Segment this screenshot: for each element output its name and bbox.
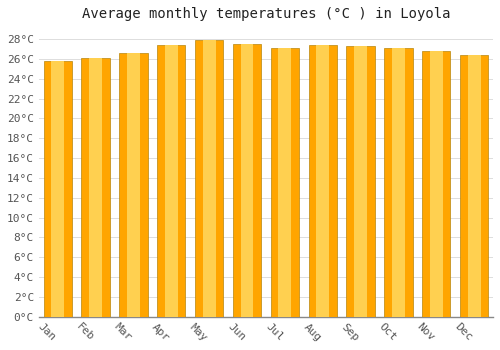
Bar: [392, 48, 405, 317]
Bar: [354, 46, 367, 317]
Bar: [44, 61, 72, 317]
Bar: [89, 58, 102, 317]
Bar: [240, 44, 254, 317]
Bar: [82, 58, 110, 317]
Bar: [119, 53, 148, 317]
Bar: [157, 45, 186, 317]
Bar: [384, 48, 412, 317]
Bar: [52, 61, 64, 317]
Bar: [468, 55, 480, 317]
Title: Average monthly temperatures (°C ) in Loyola: Average monthly temperatures (°C ) in Lo…: [82, 7, 450, 21]
Bar: [422, 51, 450, 317]
Bar: [346, 46, 375, 317]
Bar: [278, 48, 291, 317]
Bar: [270, 48, 299, 317]
Bar: [430, 51, 442, 317]
Bar: [203, 40, 215, 317]
Bar: [127, 53, 140, 317]
Bar: [195, 40, 224, 317]
Bar: [460, 55, 488, 317]
Bar: [308, 45, 337, 317]
Bar: [316, 45, 329, 317]
Bar: [165, 45, 177, 317]
Bar: [233, 44, 261, 317]
